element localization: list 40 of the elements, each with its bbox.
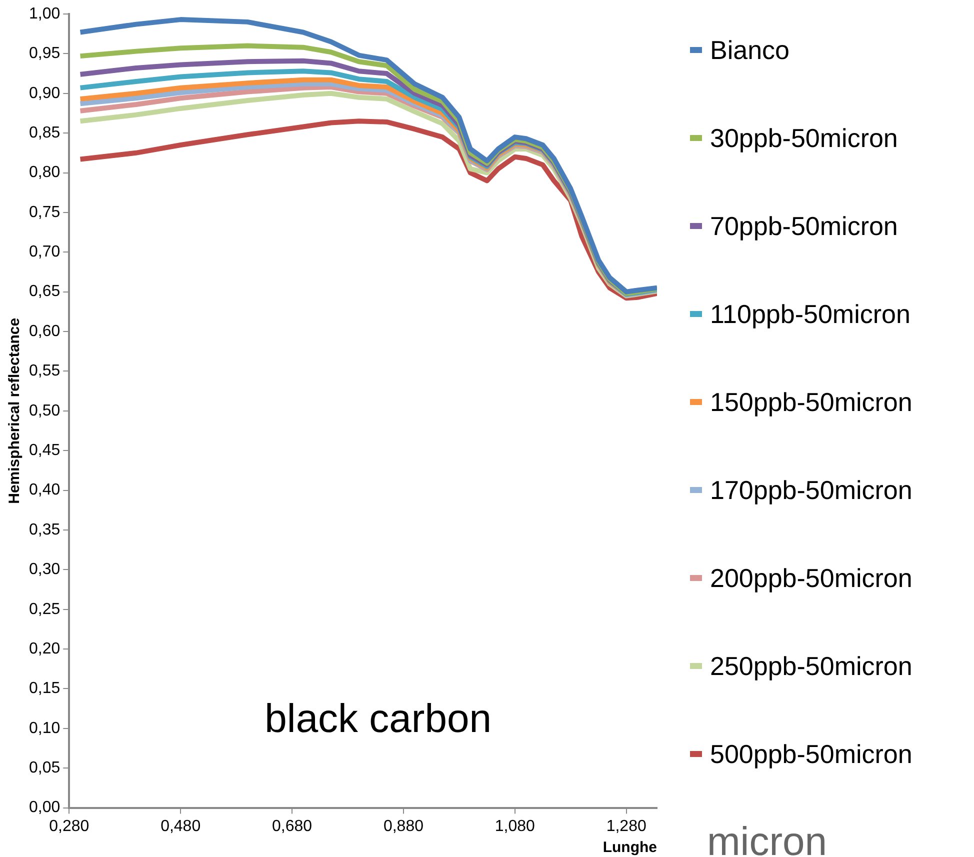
x-tick-label: 0,880 bbox=[383, 818, 424, 835]
y-tick-label: 1,00 bbox=[29, 5, 60, 22]
y-tick-label: 0,45 bbox=[29, 442, 60, 459]
y-tick-label: 0,00 bbox=[29, 799, 60, 816]
text: micron bbox=[706, 820, 828, 857]
x-tick-label: 1,080 bbox=[494, 818, 536, 835]
legend-label: 170ppb-50micron bbox=[710, 474, 912, 506]
y-tick-label: 0,85 bbox=[29, 124, 60, 142]
y-tick-label: 0,05 bbox=[29, 760, 60, 777]
y-axis-title: Hemispherical reflectance bbox=[6, 318, 24, 504]
y-tick-label: 0,75 bbox=[29, 204, 60, 221]
y-tick-label: 0,10 bbox=[29, 720, 60, 737]
y-tick-label: 0,25 bbox=[29, 600, 60, 618]
y-tick-label: 0,35 bbox=[29, 521, 60, 538]
x-tick-label: 0,680 bbox=[272, 818, 312, 835]
y-tick-label: 0,55 bbox=[29, 362, 60, 380]
y-tick-label: 0,95 bbox=[29, 45, 60, 62]
legend-label: 30ppb-50micron bbox=[710, 122, 898, 154]
annotation: black carbon bbox=[264, 696, 492, 741]
y-tick-label: 0,70 bbox=[29, 244, 60, 261]
legend-label: 70ppb-50micron bbox=[710, 210, 898, 242]
y-tick-label: 0,50 bbox=[29, 402, 60, 420]
x-tick-label: 0,280 bbox=[49, 818, 90, 835]
x-tick-label: 0,480 bbox=[160, 818, 201, 835]
x-tick-label: 1,280 bbox=[606, 818, 646, 835]
y-tick-label: 0,65 bbox=[29, 283, 60, 300]
y-tick-label: 0,60 bbox=[29, 322, 60, 340]
y-tick-label: 0,40 bbox=[29, 482, 60, 499]
legend-label: 150ppb-50micron bbox=[710, 386, 912, 418]
legend-label: 500ppb-50micron bbox=[710, 738, 912, 770]
y-tick-label: 0,30 bbox=[29, 561, 60, 578]
legend-label: Bianco bbox=[710, 34, 790, 66]
y-tick-label: 0,20 bbox=[29, 640, 60, 658]
y-tick-label: 0,90 bbox=[29, 84, 60, 102]
y-tick-label: 0,15 bbox=[29, 680, 60, 698]
x-axis-title: Lunghe bbox=[602, 839, 657, 856]
y-tick-label: 0,80 bbox=[29, 164, 60, 182]
legend-label: 200ppb-50micron bbox=[710, 562, 912, 594]
legend-label: 250ppb-50micron bbox=[710, 650, 912, 682]
legend-label: 110ppb-50micron bbox=[710, 298, 910, 330]
